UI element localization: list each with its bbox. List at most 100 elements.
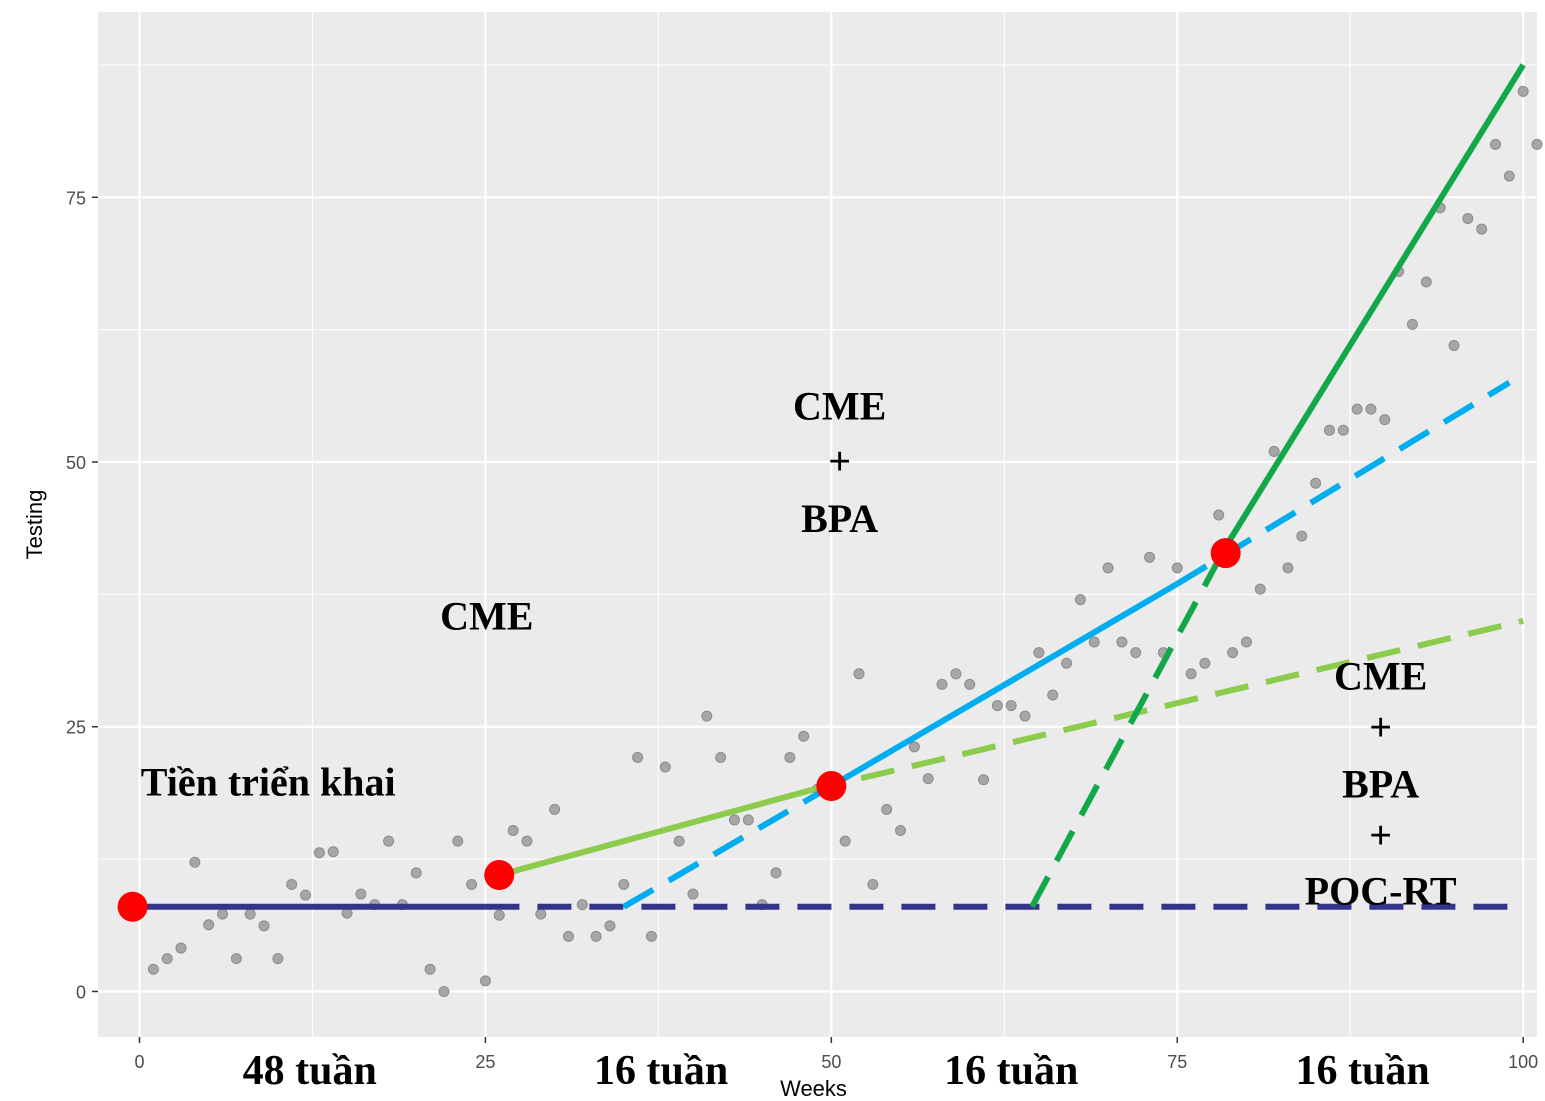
data-points: [147, 85, 1543, 997]
y-tick-label: 25: [66, 718, 86, 738]
data-point: [839, 835, 851, 847]
data-point: [1476, 223, 1488, 235]
data-point: [1296, 530, 1308, 542]
data-point: [1047, 689, 1059, 701]
data-point: [978, 774, 990, 786]
data-point: [1351, 403, 1363, 415]
y-tick-label: 75: [66, 188, 86, 208]
data-point: [991, 700, 1003, 712]
y-axis-title: Testing: [22, 490, 47, 560]
data-point: [438, 985, 450, 997]
data-point: [1019, 710, 1031, 722]
data-point: [1503, 170, 1515, 182]
data-point: [452, 835, 464, 847]
data-point: [549, 803, 561, 815]
data-point: [1116, 636, 1128, 648]
data-point: [424, 963, 436, 975]
data-point: [258, 920, 270, 932]
data-point: [479, 975, 491, 987]
data-point: [867, 879, 879, 891]
data-point: [1005, 700, 1017, 712]
y-tick-label: 0: [76, 982, 86, 1002]
data-point: [189, 856, 201, 868]
data-point: [1171, 562, 1183, 574]
segment-poc-dashed: [1029, 545, 1229, 909]
data-point: [687, 888, 699, 900]
segment-cme-solid: [498, 787, 812, 878]
annotation-label: Tiền triển khai: [141, 760, 396, 805]
data-point: [1337, 424, 1349, 436]
data-point: [1489, 138, 1501, 150]
annotation-label: +: [828, 439, 851, 484]
data-point: [1517, 85, 1529, 97]
data-point: [1406, 318, 1418, 330]
plot-panel: [98, 12, 1537, 1037]
x-tick-label: 75: [1167, 1052, 1187, 1072]
data-point: [1462, 212, 1474, 224]
data-point: [659, 761, 671, 773]
data-point: [1144, 551, 1156, 563]
data-point: [161, 953, 173, 965]
data-point: [701, 710, 713, 722]
annotations: Tiền triển khai CME CME + BPA CME + BPA + POC-RT 4…: [141, 384, 1457, 1094]
data-point: [383, 835, 395, 847]
data-point: [1365, 403, 1377, 415]
data-point: [286, 879, 298, 891]
annotation-label: CME: [793, 384, 886, 429]
data-point: [728, 814, 740, 826]
data-point: [770, 867, 782, 879]
data-point: [950, 668, 962, 680]
data-point: [798, 730, 810, 742]
data-point: [535, 908, 547, 920]
x-tick-label: 0: [135, 1052, 145, 1072]
data-point: [355, 888, 367, 900]
breakpoint-markers: [117, 538, 1241, 922]
data-point: [1268, 445, 1280, 457]
data-point: [313, 847, 325, 859]
data-point: [590, 930, 602, 942]
data-point: [466, 879, 478, 891]
data-point: [300, 889, 312, 901]
data-point: [1130, 647, 1142, 659]
data-point: [1033, 647, 1045, 659]
data-point: [203, 919, 215, 931]
data-point: [410, 867, 422, 879]
data-point: [618, 879, 630, 891]
data-point: [1379, 414, 1391, 426]
breakpoint-marker: [816, 771, 847, 802]
data-point: [1310, 477, 1322, 489]
data-point: [272, 953, 284, 965]
data-point: [244, 908, 256, 920]
data-point: [507, 825, 519, 837]
data-point: [742, 814, 754, 826]
data-point: [964, 678, 976, 690]
data-point: [922, 773, 934, 785]
breakpoint-marker: [117, 891, 148, 922]
data-point: [1199, 657, 1211, 669]
data-point: [327, 846, 339, 858]
period-label: 16 tuần: [1296, 1048, 1430, 1094]
data-point: [1282, 562, 1294, 574]
x-tick-label: 25: [475, 1052, 495, 1072]
data-point: [1448, 340, 1460, 352]
annotation-label: POC-RT: [1305, 869, 1457, 914]
data-point: [1185, 668, 1197, 680]
segment-bpa-solid: [829, 581, 1179, 789]
data-point: [645, 930, 657, 942]
annotation-label: BPA: [801, 496, 878, 541]
segment-poc-solid: [1223, 63, 1526, 549]
data-point: [1531, 138, 1543, 150]
data-point: [521, 835, 533, 847]
data-point: [1102, 562, 1114, 574]
data-point: [1061, 657, 1073, 669]
data-point: [493, 909, 505, 921]
segment-bpa-dashed: [622, 783, 833, 910]
data-point: [1213, 509, 1225, 521]
data-point: [1074, 594, 1086, 606]
x-axis-title: Weeks: [780, 1076, 847, 1101]
data-point: [1240, 636, 1252, 648]
x-tick-label: 50: [821, 1052, 841, 1072]
period-label: 48 tuần: [243, 1048, 377, 1094]
data-point: [217, 908, 229, 920]
